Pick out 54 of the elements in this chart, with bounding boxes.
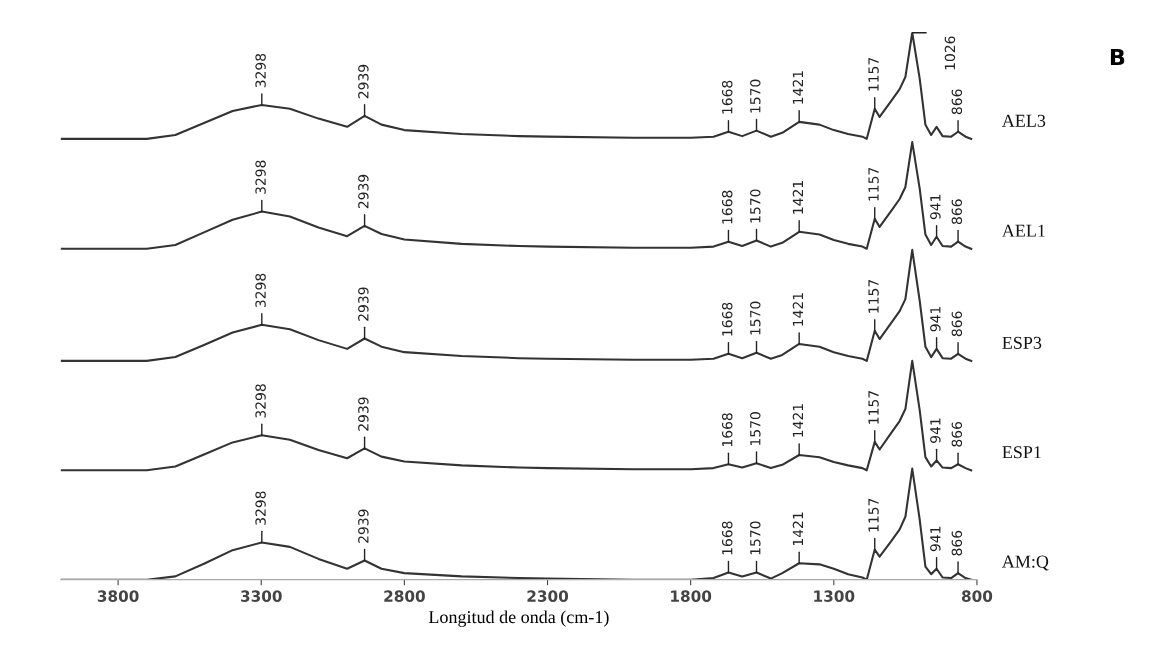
annotation: 1421 [792, 71, 803, 104]
annotation: 941 [930, 306, 941, 332]
x-tick-label: 2300 [527, 590, 569, 602]
series-label: ESP1 [1002, 446, 1041, 459]
annotation: 941 [930, 526, 941, 552]
annotation: 3298 [255, 160, 266, 194]
annotation: 1026 [944, 36, 956, 70]
annotation: 1668 [721, 302, 733, 336]
annotation: 1668 [721, 521, 733, 555]
x-tick-label: 1800 [671, 590, 712, 602]
annotation: 1668 [721, 80, 733, 114]
annotation: 2939 [358, 287, 369, 321]
annotation: 866 [951, 89, 963, 115]
annotation: 1157 [868, 391, 879, 424]
x-tick-label: 3800 [97, 590, 139, 602]
annotation: 866 [951, 421, 963, 447]
annotation: 3298 [255, 273, 266, 308]
series-label: AEL3 [1001, 114, 1046, 127]
series-label: AM:Q [1001, 555, 1049, 571]
annotation: 1421 [792, 181, 803, 214]
series-label: ESP3 [1002, 336, 1042, 349]
annotation: 1570 [750, 79, 761, 113]
annotation: 2939 [358, 174, 369, 209]
annotation: 1570 [750, 521, 761, 555]
annotation: 1421 [792, 404, 803, 437]
annotation: 2939 [358, 397, 369, 431]
x-axis-title: Longitud de onda (cm-1) [428, 610, 609, 627]
annotation: 866 [951, 311, 963, 337]
text: B [1110, 48, 1125, 66]
x-tick-label: 2800 [384, 590, 425, 602]
annotation: 3298 [255, 384, 266, 418]
annotation: 3298 [255, 53, 266, 88]
annotation: 1421 [792, 293, 803, 326]
annotation: 1570 [750, 189, 761, 223]
annotation: 1668 [721, 413, 733, 447]
annotation: 941 [930, 418, 941, 443]
annotation: 1157 [868, 57, 879, 91]
annotation: 1157 [868, 280, 879, 313]
annotation: 941 [930, 194, 941, 220]
annotation: 866 [951, 530, 963, 556]
x-tick-label: 3300 [241, 590, 282, 602]
annotation: 1668 [721, 190, 733, 224]
x-tick-label: 1300 [814, 590, 855, 602]
annotation: 1421 [792, 512, 803, 546]
annotation: 3298 [255, 491, 266, 525]
annotation: 2939 [358, 509, 369, 543]
x-tick-label: 800 [961, 590, 993, 602]
annotation: 1157 [868, 498, 879, 532]
annotation: 1570 [750, 301, 761, 335]
annotation: 2939 [358, 64, 369, 99]
annotation: 866 [951, 199, 963, 225]
series-label: AEL1 [1001, 224, 1045, 237]
annotation: 1157 [868, 167, 879, 201]
annotation: 1570 [750, 412, 761, 445]
